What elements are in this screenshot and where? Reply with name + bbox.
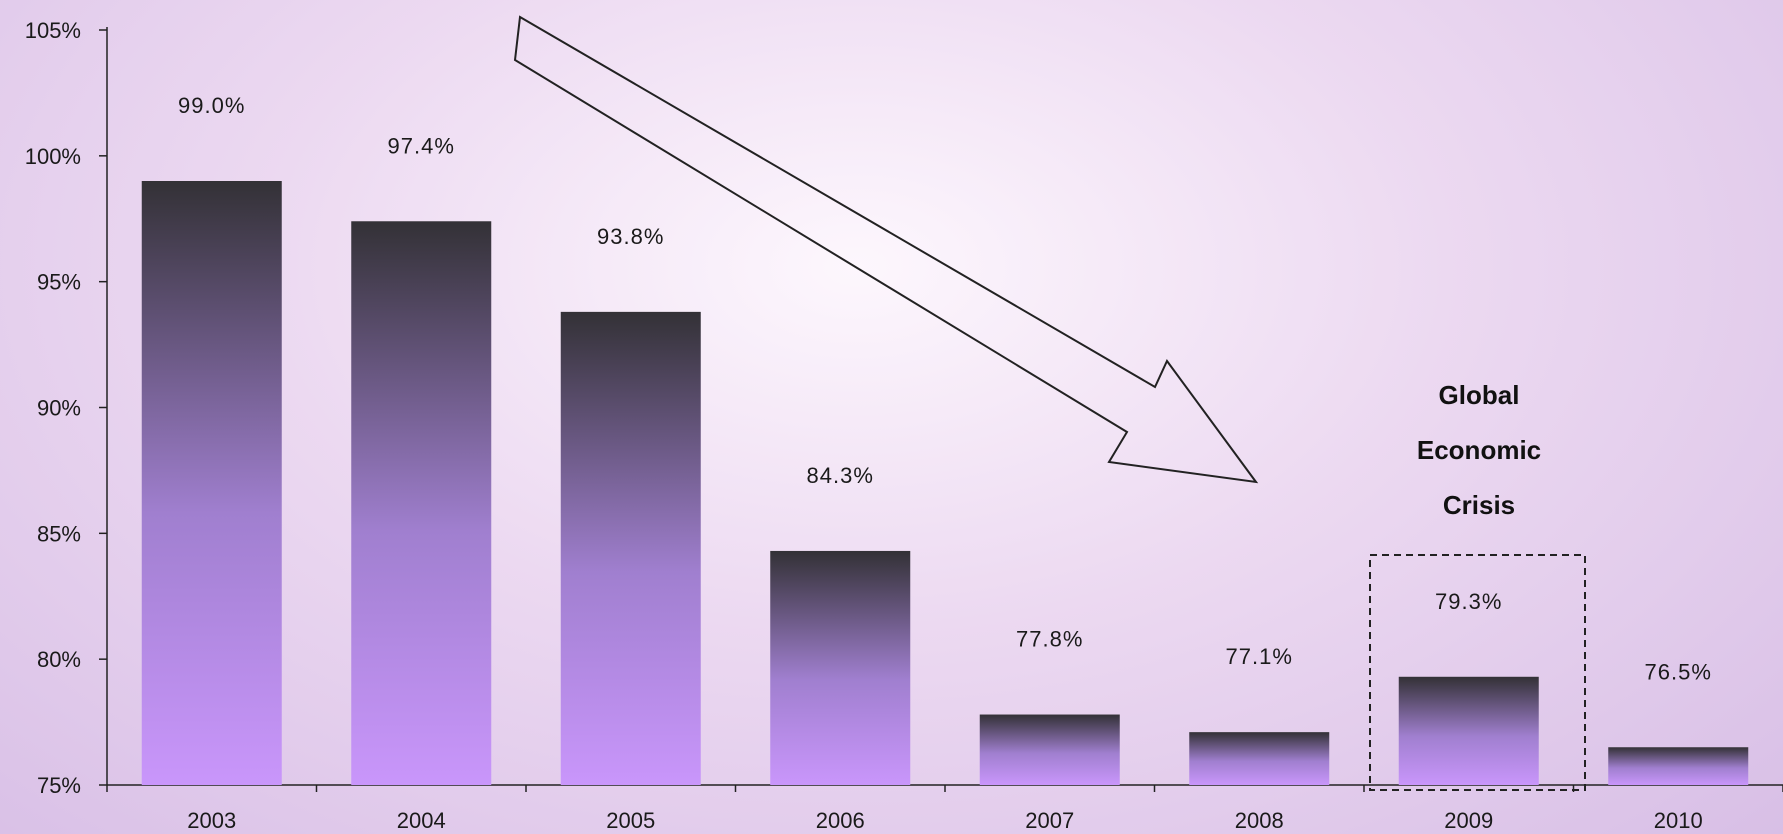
x-tick-label: 2004 (397, 808, 446, 833)
bar-2010 (1608, 747, 1748, 785)
x-tick-label: 2007 (1025, 808, 1074, 833)
data-label-2009: 79.3% (1435, 589, 1502, 614)
x-tick-label: 2008 (1235, 808, 1284, 833)
x-tick-label: 2005 (606, 808, 655, 833)
bars (142, 181, 1749, 785)
x-axis: 2003 2004 2005 2006 2007 2008 2009 2010 (107, 785, 1783, 833)
bar-2003 (142, 181, 282, 785)
crisis-label-line-2: Economic (1417, 435, 1541, 465)
y-tick-label: 105% (25, 18, 81, 43)
y-axis: 75% 80% 85% 90% 95% 100% 105% (25, 18, 107, 798)
y-tick-label: 100% (25, 144, 81, 169)
crisis-label-line-3: Crisis (1443, 490, 1515, 520)
y-tick-label: 90% (37, 396, 81, 421)
data-label-2003: 99.0% (178, 93, 245, 118)
bar-2007 (980, 715, 1120, 785)
y-tick-label: 85% (37, 521, 81, 546)
data-label-2010: 76.5% (1645, 659, 1712, 684)
bar-2005 (561, 312, 701, 785)
data-label-2007: 77.8% (1016, 627, 1083, 652)
data-label-2008: 77.1% (1226, 644, 1293, 669)
bar-2006 (770, 551, 910, 785)
x-tick-label: 2003 (187, 808, 236, 833)
y-tick-label: 95% (37, 270, 81, 295)
x-tick-label: 2010 (1654, 808, 1703, 833)
x-tick-label: 2009 (1444, 808, 1493, 833)
y-tick-label: 80% (37, 647, 81, 672)
bar-2009 (1399, 677, 1539, 785)
bar-2004 (351, 221, 491, 785)
y-tick-label: 75% (37, 773, 81, 798)
x-tick-label: 2006 (816, 808, 865, 833)
bar-2008 (1189, 732, 1329, 785)
data-label-2006: 84.3% (807, 463, 874, 488)
data-label-2005: 93.8% (597, 224, 664, 249)
data-label-2004: 97.4% (388, 133, 455, 158)
crisis-label-line-1: Global (1439, 380, 1520, 410)
